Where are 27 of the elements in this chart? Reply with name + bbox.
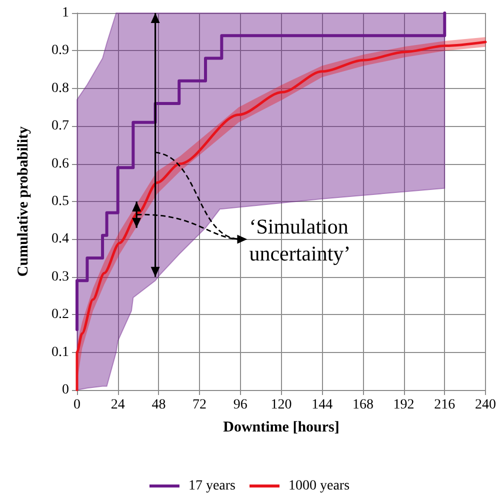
y-tick-label: 0.6 — [52, 156, 69, 172]
x-tick-label: 120 — [270, 398, 292, 412]
y-tick-label: 0 — [62, 382, 69, 398]
y-tick-label: 0.5 — [52, 194, 69, 209]
x-tick-label: 0 — [74, 398, 80, 412]
x-axis-title: Downtime [hours] — [223, 420, 340, 436]
x-tick-label: 240 — [475, 398, 496, 412]
y-axis-title: Cumulative probability — [16, 126, 32, 277]
legend-label: 17 years — [188, 478, 236, 494]
y-tick-label: 0.4 — [52, 232, 69, 247]
x-tick-label: 144 — [312, 398, 333, 412]
y-tick-label: 1 — [62, 6, 69, 20]
y-tick-label: 0.9 — [52, 43, 69, 58]
y-tick-label: 0.2 — [52, 307, 69, 322]
y-tick-label: 0.1 — [52, 344, 69, 360]
y-tick-label: 0.8 — [52, 80, 69, 96]
y-tick-label: 0.3 — [52, 269, 69, 284]
annotation: ‘Simulation uncertainty’ — [249, 214, 354, 266]
x-tick-label: 48 — [152, 398, 166, 412]
y-tick-label: 0.7 — [52, 118, 69, 134]
x-tick-label: 96 — [233, 398, 248, 412]
legend-label: 1000 years — [288, 478, 350, 494]
x-tick-label: 216 — [434, 398, 456, 412]
x-tick-label: 192 — [393, 398, 414, 412]
x-tick-label: 24 — [110, 398, 125, 412]
x-tick-label: 168 — [352, 398, 374, 412]
x-tick-label: 72 — [192, 398, 207, 412]
